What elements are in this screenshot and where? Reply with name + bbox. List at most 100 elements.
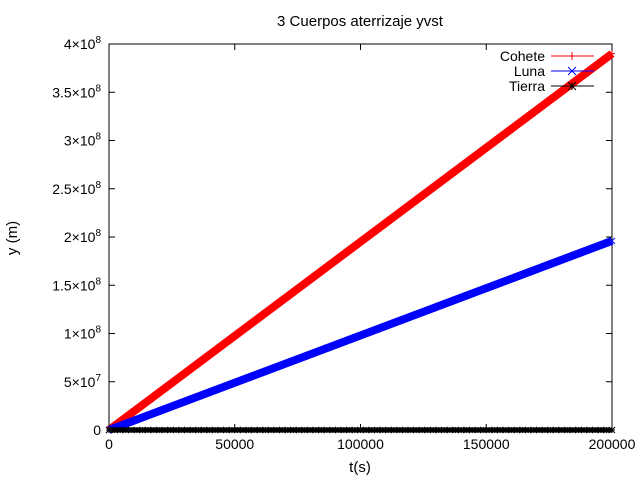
data-point-marker <box>491 281 498 289</box>
data-point-marker <box>234 378 241 386</box>
data-point-marker <box>575 426 582 434</box>
data-point-marker <box>519 271 526 278</box>
data-point-marker <box>508 125 515 132</box>
data-point-marker <box>172 401 180 409</box>
data-point-marker <box>452 296 459 304</box>
data-point-marker <box>390 319 398 327</box>
data-point-marker <box>128 410 135 417</box>
data-point-marker <box>200 426 208 434</box>
data-point-marker <box>463 159 470 166</box>
data-point-marker <box>480 426 487 434</box>
data-point-marker <box>217 384 225 392</box>
data-point-marker <box>390 426 398 434</box>
data-point-marker <box>167 381 174 388</box>
data-point-marker <box>183 397 191 404</box>
data-point-marker <box>211 426 219 434</box>
data-point-marker <box>178 372 185 379</box>
data-point-marker <box>586 245 593 253</box>
data-point-marker <box>536 105 543 112</box>
data-point-marker <box>139 426 146 434</box>
data-point-marker <box>206 426 213 434</box>
data-point-marker <box>116 426 124 434</box>
data-point-marker <box>530 109 537 116</box>
data-point-marker <box>200 390 208 398</box>
data-point-marker <box>183 426 191 434</box>
data-point-marker <box>407 426 415 434</box>
data-point-marker <box>468 290 476 297</box>
data-point-marker <box>564 84 571 91</box>
data-point-marker <box>223 426 230 434</box>
data-point-marker <box>368 327 376 335</box>
legend-label-tierra: Tierra <box>509 78 545 94</box>
data-point-marker <box>508 275 515 283</box>
data-point-marker <box>161 405 169 413</box>
data-point-marker <box>597 426 605 434</box>
data-point-marker <box>452 167 459 174</box>
data-point-marker <box>172 426 180 434</box>
data-point-marker <box>368 230 375 237</box>
data-point-marker <box>228 380 236 388</box>
data-point-marker <box>440 300 448 308</box>
data-point-marker <box>575 75 582 82</box>
data-point-marker <box>535 426 543 434</box>
data-point-marker <box>592 63 599 70</box>
data-point-marker <box>575 250 582 257</box>
data-point-marker <box>558 426 566 434</box>
data-point-marker <box>591 243 599 251</box>
data-point-marker <box>373 426 381 434</box>
data-point-marker <box>340 426 348 434</box>
data-point-marker <box>552 426 560 434</box>
data-point-marker <box>424 306 431 314</box>
data-point-marker <box>206 351 213 358</box>
data-point-marker <box>446 426 454 434</box>
data-point-marker <box>312 348 320 356</box>
data-point-marker <box>201 355 208 362</box>
data-point-marker <box>307 276 314 283</box>
data-point-marker <box>502 277 510 285</box>
data-point-marker <box>401 315 409 322</box>
data-point-marker <box>351 334 359 341</box>
data-point-marker <box>133 416 141 423</box>
data-point-marker <box>206 388 213 396</box>
data-point-marker <box>530 426 538 434</box>
data-point-marker <box>418 426 426 434</box>
data-point-marker <box>379 222 386 229</box>
x-tick-label: 50000 <box>215 436 254 452</box>
data-point-marker <box>373 325 381 333</box>
data-point-marker <box>586 426 593 434</box>
data-point-marker <box>558 256 566 264</box>
data-point-marker <box>268 305 275 312</box>
data-point-marker <box>535 264 543 272</box>
series-cohete <box>106 50 615 434</box>
y-tick-label: 1×108 <box>64 325 102 342</box>
data-point-marker <box>228 335 235 342</box>
data-point-marker <box>290 426 297 434</box>
data-point-marker <box>133 406 140 413</box>
data-point-marker <box>435 426 443 434</box>
data-point-marker <box>312 272 319 279</box>
data-point-marker <box>541 100 548 107</box>
data-point-marker <box>223 382 230 390</box>
data-point-marker <box>474 151 481 158</box>
data-point-marker <box>251 318 258 325</box>
data-point-marker <box>295 426 303 434</box>
data-point-marker <box>278 426 286 434</box>
data-point-marker <box>524 269 532 276</box>
data-point-marker <box>424 426 431 434</box>
data-point-marker <box>334 426 342 434</box>
data-point-marker <box>379 426 387 434</box>
data-point-marker <box>323 344 331 352</box>
data-point-marker <box>524 426 532 434</box>
data-point-marker <box>144 411 152 419</box>
data-point-marker <box>189 395 197 402</box>
data-point-marker <box>256 314 263 321</box>
data-point-marker <box>530 266 538 274</box>
legend-marker-cohete <box>568 52 576 60</box>
y-tick-label: 4×108 <box>64 35 102 52</box>
data-point-marker <box>167 403 174 411</box>
data-point-marker <box>424 188 431 195</box>
data-point-marker <box>513 426 521 434</box>
data-point-marker <box>195 426 202 434</box>
data-point-marker <box>435 302 443 310</box>
data-point-marker <box>591 426 599 434</box>
